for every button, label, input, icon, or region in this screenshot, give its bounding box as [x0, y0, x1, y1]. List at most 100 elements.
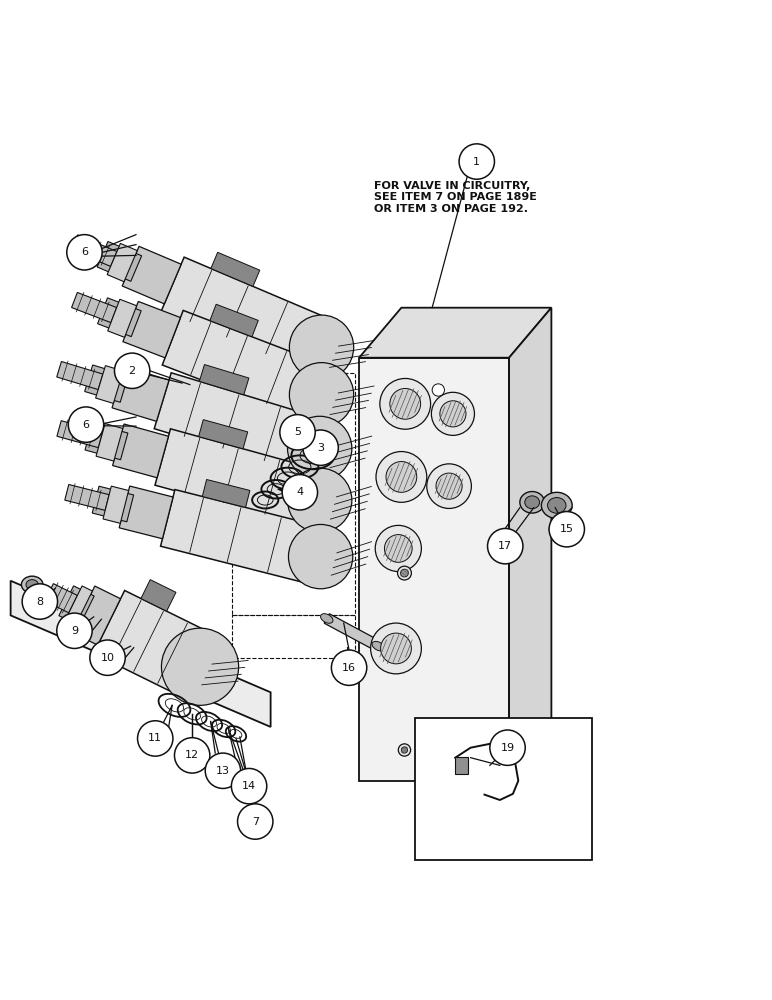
Ellipse shape — [372, 641, 384, 651]
Ellipse shape — [161, 628, 239, 705]
Text: 15: 15 — [560, 524, 574, 534]
Bar — [415, 718, 592, 860]
Circle shape — [459, 144, 494, 179]
Circle shape — [436, 473, 462, 499]
Ellipse shape — [287, 468, 352, 532]
Circle shape — [440, 401, 466, 427]
Ellipse shape — [547, 498, 566, 513]
Ellipse shape — [26, 580, 39, 590]
Text: 2: 2 — [129, 366, 136, 376]
Polygon shape — [71, 235, 117, 266]
Circle shape — [205, 753, 241, 788]
Circle shape — [427, 464, 472, 508]
Polygon shape — [11, 581, 271, 727]
Text: 4: 4 — [296, 487, 303, 497]
Polygon shape — [45, 584, 77, 613]
Text: 9: 9 — [71, 626, 78, 636]
Circle shape — [380, 378, 431, 429]
Polygon shape — [359, 358, 509, 781]
Polygon shape — [123, 301, 181, 358]
Text: 10: 10 — [100, 653, 114, 663]
Ellipse shape — [541, 492, 572, 518]
Polygon shape — [359, 308, 551, 358]
Circle shape — [371, 623, 422, 674]
Polygon shape — [108, 299, 137, 337]
Circle shape — [375, 525, 422, 572]
Polygon shape — [199, 365, 249, 395]
Text: 12: 12 — [185, 750, 199, 760]
Circle shape — [488, 528, 523, 564]
Polygon shape — [59, 586, 94, 626]
Polygon shape — [64, 586, 93, 627]
Circle shape — [432, 384, 445, 396]
Ellipse shape — [525, 496, 540, 509]
Polygon shape — [162, 310, 332, 422]
Ellipse shape — [290, 315, 354, 379]
Polygon shape — [509, 308, 551, 781]
Circle shape — [114, 353, 150, 388]
Polygon shape — [198, 420, 248, 449]
Polygon shape — [113, 424, 168, 478]
Polygon shape — [211, 252, 260, 286]
Text: 1: 1 — [473, 157, 480, 167]
Circle shape — [376, 452, 427, 502]
Text: 19: 19 — [500, 743, 515, 753]
Polygon shape — [154, 373, 328, 476]
Circle shape — [386, 462, 417, 492]
Circle shape — [390, 388, 421, 419]
Circle shape — [282, 475, 317, 510]
Circle shape — [137, 721, 173, 756]
Ellipse shape — [290, 363, 354, 427]
Circle shape — [238, 804, 273, 839]
Polygon shape — [97, 241, 141, 281]
Circle shape — [401, 569, 408, 577]
Polygon shape — [85, 365, 128, 402]
Polygon shape — [96, 366, 124, 403]
Polygon shape — [141, 580, 176, 611]
Polygon shape — [72, 292, 117, 323]
Circle shape — [68, 407, 103, 442]
Circle shape — [90, 640, 125, 675]
Polygon shape — [122, 246, 181, 304]
Circle shape — [303, 430, 338, 465]
Ellipse shape — [287, 416, 352, 481]
Polygon shape — [161, 490, 328, 585]
Polygon shape — [210, 304, 259, 337]
Text: 13: 13 — [216, 766, 230, 776]
Circle shape — [174, 738, 210, 773]
Polygon shape — [65, 484, 109, 510]
Text: 17: 17 — [498, 541, 513, 551]
Circle shape — [279, 415, 315, 450]
Circle shape — [549, 512, 584, 547]
Text: 14: 14 — [242, 781, 256, 791]
Ellipse shape — [520, 492, 544, 513]
Polygon shape — [92, 486, 134, 522]
Ellipse shape — [320, 614, 333, 623]
Circle shape — [22, 584, 58, 619]
Polygon shape — [56, 362, 103, 390]
Text: 7: 7 — [252, 817, 259, 827]
Circle shape — [57, 613, 92, 648]
Text: 11: 11 — [148, 733, 162, 743]
Text: 6: 6 — [83, 420, 90, 430]
Polygon shape — [103, 486, 129, 523]
Circle shape — [381, 633, 411, 664]
Polygon shape — [85, 423, 128, 460]
Circle shape — [490, 730, 525, 765]
Polygon shape — [161, 257, 333, 374]
Circle shape — [398, 744, 411, 756]
Polygon shape — [112, 367, 169, 421]
Text: 8: 8 — [36, 597, 43, 607]
Polygon shape — [57, 421, 103, 448]
Circle shape — [398, 566, 411, 580]
Circle shape — [384, 535, 412, 562]
Text: 6: 6 — [81, 247, 88, 257]
Bar — [455, 757, 468, 774]
Polygon shape — [96, 424, 123, 461]
Polygon shape — [93, 590, 215, 698]
Text: 3: 3 — [317, 443, 324, 453]
Polygon shape — [107, 243, 137, 282]
Polygon shape — [119, 486, 173, 539]
Polygon shape — [155, 429, 327, 528]
Polygon shape — [324, 614, 381, 651]
